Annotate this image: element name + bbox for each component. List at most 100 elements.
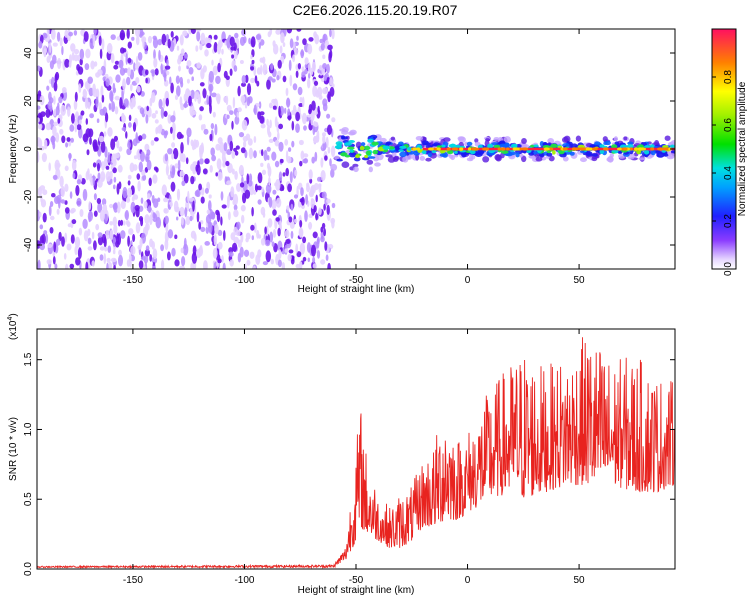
heatmap-cell — [177, 54, 184, 62]
heatmap-cell — [190, 163, 195, 172]
heatmap-cell — [327, 124, 332, 136]
heatmap-cell — [308, 108, 312, 115]
heatmap-cell — [131, 196, 135, 202]
heatmap-cell — [271, 78, 276, 83]
heatmap-cell — [278, 171, 283, 182]
heatmap-cell — [318, 207, 322, 216]
heatmap-cell — [663, 147, 668, 151]
heatmap-cell — [137, 52, 143, 61]
heatmap-cell — [230, 186, 235, 198]
heatmap-cell — [281, 185, 285, 191]
heatmap-cell — [611, 144, 618, 149]
y-tick-label: 0.5 — [23, 492, 34, 506]
heatmap-cell — [181, 180, 186, 187]
heatmap-cell — [146, 105, 149, 112]
snr-axes: -150 -100 -50 0 50 0.0 0.5 1.0 1.5 — [23, 329, 675, 586]
heatmap-cell — [195, 139, 200, 148]
heatmap-cell — [56, 208, 60, 215]
heatmap-cell — [247, 138, 253, 146]
heatmap-cell — [186, 60, 192, 67]
heatmap-cell — [109, 203, 114, 209]
heatmap-cell — [307, 43, 313, 55]
heatmap-cell — [272, 105, 277, 110]
heatmap-cell — [322, 132, 326, 137]
heatmap-cell — [87, 101, 91, 110]
heatmap-cell — [252, 190, 257, 195]
heatmap-cell — [49, 227, 54, 234]
heatmap-cell — [533, 144, 539, 148]
heatmap-cell — [603, 147, 608, 151]
heatmap-cell — [226, 149, 232, 155]
heatmap-cell — [217, 258, 222, 264]
heatmap-cell — [206, 42, 212, 49]
heatmap-cell — [204, 49, 209, 57]
heatmap-cell — [204, 158, 210, 165]
heatmap-cell — [50, 135, 56, 143]
heatmap-cell — [299, 261, 303, 269]
heatmap-cell — [278, 249, 282, 260]
heatmap-cell — [126, 76, 131, 86]
heatmap-cell — [231, 120, 234, 130]
heatmap-cell — [60, 199, 66, 204]
heatmap-cell — [203, 128, 209, 135]
heatmap-cell — [188, 67, 194, 75]
heatmap-cell — [53, 121, 59, 127]
heatmap-cell — [316, 86, 323, 97]
heatmap-cell — [152, 35, 157, 40]
heatmap-cell — [44, 139, 48, 150]
heatmap-cell — [112, 82, 116, 92]
heatmap-cell — [70, 43, 76, 52]
heatmap-cell — [258, 101, 262, 109]
heatmap-cell — [482, 156, 490, 163]
heatmap-cell — [117, 164, 123, 173]
heatmap-cell — [84, 97, 89, 109]
heatmap-cell — [300, 150, 305, 160]
heatmap-cell — [250, 77, 256, 84]
heatmap-cell — [188, 95, 192, 107]
heatmap-cell — [171, 165, 176, 176]
heatmap-cell — [297, 86, 303, 96]
heatmap-cell — [638, 157, 646, 161]
heatmap-cell — [257, 199, 262, 205]
heatmap-cell — [82, 89, 88, 99]
heatmap-cell — [320, 230, 324, 240]
heatmap-cell — [72, 172, 76, 179]
heatmap-cell — [250, 66, 255, 71]
heatmap-cell — [99, 246, 105, 251]
heatmap-cell — [304, 57, 309, 65]
heatmap-cell — [296, 29, 302, 32]
heatmap-cell — [260, 64, 263, 75]
heatmap-cell — [59, 128, 64, 135]
heatmap-cell — [157, 38, 163, 46]
heatmap-cell — [53, 108, 57, 117]
heatmap-cell — [229, 68, 233, 76]
heatmap-cell — [306, 184, 310, 193]
heatmap-cell — [458, 136, 466, 143]
heatmap-cell — [639, 147, 647, 151]
heatmap-cell — [59, 37, 63, 47]
heatmap-cell — [312, 125, 316, 136]
heatmap-cell — [232, 242, 238, 252]
heatmap-cell — [497, 147, 502, 151]
heatmap-cell — [607, 155, 614, 163]
heatmap-cell — [64, 58, 70, 68]
heatmap-cell — [212, 247, 218, 259]
snr-series-line — [37, 337, 675, 569]
heatmap-cell — [85, 48, 91, 59]
heatmap-cell — [97, 236, 104, 246]
heatmap-cell — [500, 150, 509, 154]
heatmap-cell — [213, 41, 218, 53]
heatmap-cell — [129, 102, 133, 107]
heatmap-cell — [43, 33, 48, 39]
heatmap-cell — [140, 197, 144, 204]
heatmap-cell — [45, 122, 51, 131]
heatmap-cell — [127, 180, 131, 186]
heatmap-cell — [152, 37, 159, 49]
heatmap-cell — [114, 106, 119, 115]
heatmap-cell — [329, 77, 333, 86]
heatmap-cell — [118, 59, 124, 69]
heatmap-cell — [250, 54, 253, 60]
heatmap-cell — [253, 222, 257, 233]
heatmap-cell — [228, 211, 231, 221]
heatmap-cell — [575, 135, 582, 142]
